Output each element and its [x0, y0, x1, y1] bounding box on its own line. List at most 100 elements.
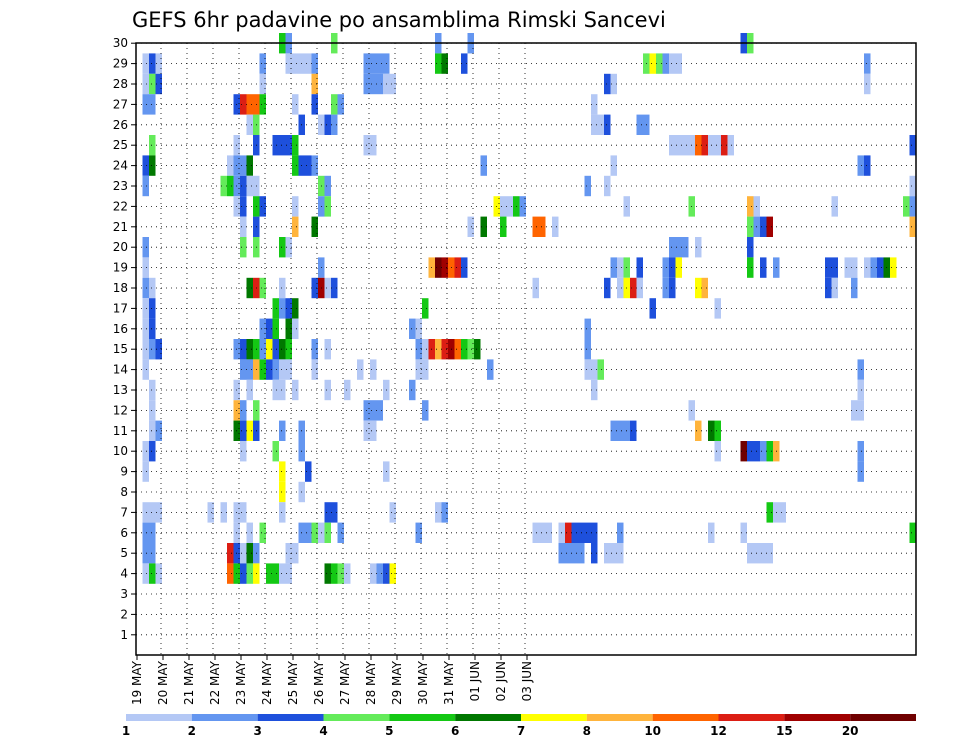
- heatmap-cell: [324, 175, 331, 197]
- colorbar-label: 5: [385, 724, 393, 738]
- heatmap-cell: [142, 237, 149, 258]
- heatmap-cell: [864, 155, 871, 176]
- heatmap-cell: [864, 257, 871, 278]
- heatmap-cell: [324, 339, 331, 360]
- heatmap-cell: [909, 196, 916, 217]
- heatmap-cell: [890, 257, 897, 278]
- heatmap-cell: [766, 441, 773, 462]
- heatmap-cell: [584, 339, 591, 360]
- heatmap-cell: [844, 257, 851, 278]
- heatmap-cell: [324, 379, 331, 401]
- heatmap-cell: [220, 502, 227, 523]
- heatmap-cell: [149, 318, 156, 339]
- x-tick-label: 24 MAY: [260, 660, 274, 705]
- heatmap-cell: [766, 216, 773, 237]
- heatmap-cell: [435, 502, 442, 523]
- heatmap-cell: [825, 257, 832, 278]
- heatmap-cell: [311, 522, 318, 543]
- heatmap-cell: [246, 175, 253, 197]
- heatmap-cell: [279, 237, 286, 258]
- y-tick-label: 28: [113, 77, 128, 91]
- heatmap-cell: [227, 175, 234, 197]
- heatmap-cell: [610, 420, 617, 441]
- heatmap-cell: [857, 441, 864, 462]
- heatmap-cell: [370, 420, 377, 441]
- heatmap-cell: [760, 543, 767, 564]
- heatmap-cell: [851, 277, 858, 299]
- heatmap-cell: [909, 522, 916, 543]
- heatmap-cell: [240, 196, 247, 217]
- colorbar-swatch: [718, 714, 785, 721]
- colorbar-label: 8: [583, 724, 591, 738]
- heatmap-cell: [227, 543, 234, 564]
- heatmap-cells: [142, 33, 916, 584]
- heatmap-cell: [279, 379, 286, 401]
- y-tick-label: 8: [120, 485, 128, 499]
- y-tick-label: 2: [120, 607, 128, 621]
- heatmap-cell: [409, 379, 416, 401]
- x-tick-label: 29 MAY: [390, 660, 404, 705]
- heatmap-cell: [474, 339, 481, 360]
- heatmap-cell: [415, 318, 422, 339]
- heatmap-cell: [155, 73, 162, 95]
- heatmap-cell: [747, 237, 754, 258]
- heatmap-cell: [851, 257, 858, 278]
- heatmap-cell: [857, 461, 864, 482]
- heatmap-cell: [207, 502, 214, 523]
- heatmap-cell: [311, 94, 318, 115]
- heatmap-cell: [389, 563, 396, 584]
- heatmap-cell: [331, 502, 338, 523]
- heatmap-cell: [311, 339, 318, 360]
- heatmap-cell: [292, 298, 299, 319]
- heatmap-cell: [292, 155, 299, 176]
- heatmap-cell: [324, 277, 331, 299]
- x-tick-label: 01 JUN: [468, 661, 482, 701]
- heatmap-cell: [142, 277, 149, 299]
- x-tick-label: 23 MAY: [234, 660, 248, 705]
- heatmap-cell: [259, 318, 266, 339]
- heatmap-cell: [292, 318, 299, 339]
- heatmap-cell: [389, 73, 396, 95]
- colorbar-swatch: [389, 714, 456, 721]
- heatmap-cell: [825, 277, 832, 299]
- heatmap-cell: [695, 135, 702, 156]
- heatmap-cell: [240, 400, 247, 421]
- heatmap-cell: [285, 543, 292, 564]
- heatmap-cell: [311, 277, 318, 299]
- heatmap-cell: [337, 522, 344, 543]
- x-tick-label: 19 MAY: [130, 660, 144, 705]
- heatmap-cell: [857, 359, 864, 380]
- heatmap-cell: [279, 420, 286, 441]
- y-tick-label: 10: [113, 444, 128, 458]
- y-tick-label: 26: [113, 118, 128, 132]
- heatmap-cell: [831, 277, 838, 299]
- heatmap-cell: [272, 318, 279, 339]
- heatmap-cell: [142, 298, 149, 319]
- heatmap-cell: [370, 73, 377, 95]
- heatmap-cell: [155, 339, 162, 360]
- heatmap-cell: [500, 216, 507, 237]
- heatmap-cell: [610, 543, 617, 564]
- heatmap-cell: [506, 196, 513, 217]
- y-tick-label: 20: [113, 240, 128, 254]
- heatmap-cell: [831, 196, 838, 217]
- heatmap-cell: [142, 318, 149, 339]
- x-tick-label: 22 MAY: [208, 660, 222, 705]
- heatmap-cell: [877, 257, 884, 278]
- heatmap-cell: [864, 73, 871, 95]
- heatmap-cell: [500, 196, 507, 217]
- heatmap-cell: [740, 522, 747, 543]
- heatmap-cell: [142, 73, 149, 95]
- x-tick-label: 20 MAY: [156, 660, 170, 705]
- heatmap-cell: [857, 400, 864, 421]
- heatmap-cell: [591, 379, 598, 401]
- heatmap-cell: [584, 359, 591, 380]
- colorbar-swatch: [652, 714, 719, 721]
- heatmap-cell: [695, 237, 702, 258]
- colorbar-swatch: [126, 714, 192, 721]
- heatmap-cell: [864, 53, 871, 74]
- heatmap-cell: [747, 441, 754, 462]
- colorbar-swatch: [586, 714, 653, 721]
- heatmap-cell: [909, 135, 916, 156]
- heatmap-cell: [142, 543, 149, 564]
